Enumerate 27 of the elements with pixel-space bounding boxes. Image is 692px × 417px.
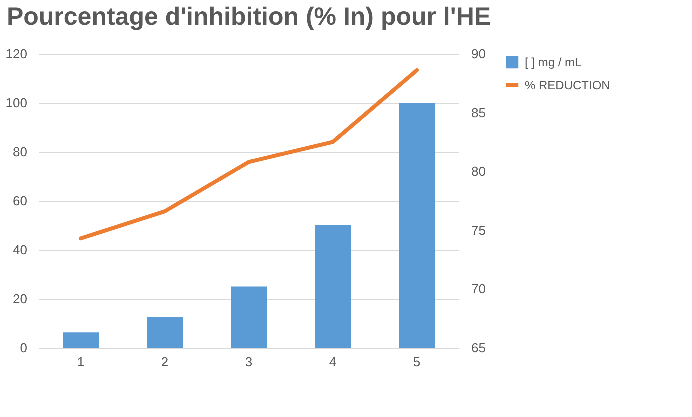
- bar: [147, 317, 183, 348]
- y-tick-label: 40: [13, 242, 28, 258]
- legend-label: % REDUCTION: [525, 78, 610, 92]
- legend-label: [ ] mg / mL: [525, 56, 582, 70]
- y2-tick-label: 80: [472, 164, 486, 180]
- y-tick-label: 60: [13, 194, 28, 208]
- y2-tick-label: 70: [472, 282, 486, 297]
- y-tick-label: 100: [6, 96, 28, 110]
- x-tick-label: 3: [245, 354, 253, 370]
- x-tick-label: 4: [329, 354, 337, 370]
- y2-tick-label: 65: [472, 340, 486, 356]
- bar: [63, 332, 99, 348]
- line-series: [79, 68, 419, 241]
- y-tick-label: 80: [13, 144, 28, 160]
- bar: [315, 226, 351, 348]
- x-tick-label: 1: [77, 354, 85, 370]
- y-tick-label: 0: [20, 340, 28, 356]
- y2-tick-label: 85: [472, 105, 486, 120]
- y2-tick-label: 90: [472, 46, 486, 62]
- y-tick-label: 120: [6, 46, 28, 62]
- y-tick-label: 20: [13, 292, 28, 306]
- y2-tick-label: 75: [472, 222, 486, 238]
- bar: [231, 286, 267, 348]
- bar: [399, 103, 435, 348]
- chart-title: Pourcentage d'inhibition (% In) pour l'HE: [6, 3, 492, 31]
- x-tick-label: 5: [413, 354, 421, 370]
- x-tick-label: 2: [161, 354, 169, 370]
